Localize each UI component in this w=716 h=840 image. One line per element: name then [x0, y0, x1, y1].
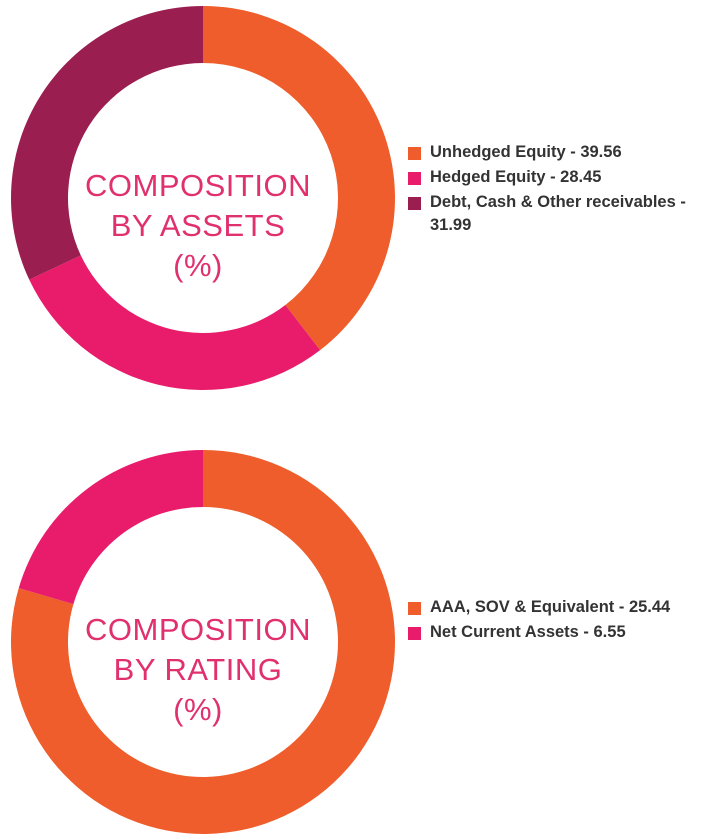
legend-swatch [408, 197, 421, 210]
assets-chart-title: COMPOSITION BY ASSETS (%) [58, 166, 338, 286]
assets-title-line-1: COMPOSITION [85, 168, 311, 203]
assets-title-line-3: (%) [173, 248, 223, 283]
rating-title-line-1: COMPOSITION [85, 612, 311, 647]
assets-donut-chart [10, 6, 395, 390]
legend-swatch [408, 602, 421, 615]
rating-chart-block: COMPOSITION BY RATING (%) AAA, SOV & Equ… [0, 420, 716, 840]
legend-swatch [408, 147, 421, 160]
legend-swatch [408, 627, 421, 640]
assets-legend: Unhedged Equity - 39.56 Hedged Equity - … [408, 141, 714, 239]
assets-chart-block: COMPOSITION BY ASSETS (%) Unhedged Equit… [10, 6, 714, 390]
legend-label: Hedged Equity - 28.45 [430, 168, 602, 186]
legend-item-unhedged-equity: Unhedged Equity - 39.56 [408, 141, 714, 164]
legend-item-net-current-assets: Net Current Assets - 6.55 [408, 621, 714, 644]
rating-legend: AAA, SOV & Equivalent - 25.44 Net Curren… [408, 596, 714, 646]
legend-item-aaa-sov: AAA, SOV & Equivalent - 25.44 [408, 596, 714, 619]
assets-slice-3 [10, 6, 204, 280]
assets-slice-2 [29, 255, 321, 390]
legend-label: Debt, Cash & Other receivables - 31.99 [430, 193, 686, 234]
assets-slice-1 [203, 6, 395, 351]
rating-title-line-3: (%) [173, 692, 223, 727]
legend-item-debt-cash-other: Debt, Cash & Other receivables - 31.99 [408, 191, 714, 237]
legend-label: Unhedged Equity - 39.56 [430, 143, 622, 161]
legend-item-hedged-equity: Hedged Equity - 28.45 [408, 166, 714, 189]
rating-chart-title: COMPOSITION BY RATING (%) [58, 610, 338, 730]
legend-label: Net Current Assets - 6.55 [430, 623, 626, 641]
legend-swatch [408, 172, 421, 185]
assets-title-line-2: BY ASSETS [110, 208, 286, 243]
rating-donut-chart [11, 450, 395, 834]
legend-label: AAA, SOV & Equivalent - 25.44 [430, 598, 671, 616]
rating-title-line-2: BY RATING [113, 652, 283, 687]
rating-slice-2 [18, 450, 204, 605]
rating-slice-1 [11, 450, 395, 834]
